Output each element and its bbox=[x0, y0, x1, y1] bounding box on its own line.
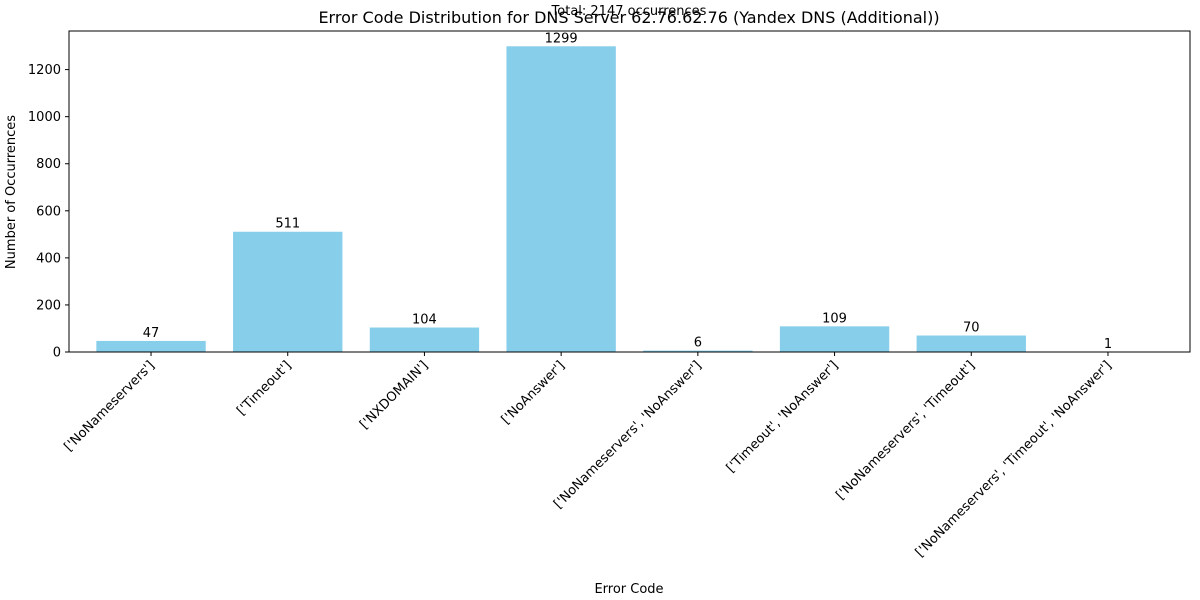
bar-value-label: 1299 bbox=[545, 31, 578, 46]
plot-frame bbox=[68, 30, 1191, 353]
x-tick-label: ['Timeout'] bbox=[234, 358, 294, 418]
bar bbox=[369, 327, 480, 352]
x-tick-label: ['NXDOMAIN'] bbox=[357, 358, 431, 432]
bar bbox=[233, 231, 343, 352]
x-tick-label: ['Timeout', 'NoAnswer'] bbox=[724, 358, 842, 476]
y-tick-label: 600 bbox=[36, 204, 61, 219]
bar-value-label: 47 bbox=[143, 326, 160, 341]
y-tick-label: 400 bbox=[36, 251, 61, 266]
y-tick-label: 0 bbox=[53, 346, 61, 361]
bar-value-label: 6 bbox=[694, 336, 702, 351]
x-axis-label: Error Code bbox=[594, 582, 663, 597]
bar-value-label: 1 bbox=[1104, 337, 1112, 352]
x-tick-label: ['NoNameservers', 'Timeout'] bbox=[833, 358, 978, 503]
y-tick-label: 1000 bbox=[28, 110, 61, 125]
bar bbox=[916, 335, 1026, 352]
x-tick-label: ['NoAnswer'] bbox=[499, 358, 568, 427]
y-tick-label: 200 bbox=[36, 298, 61, 313]
y-tick-label: 800 bbox=[36, 157, 61, 172]
bar bbox=[96, 340, 206, 352]
bar-value-label: 109 bbox=[822, 311, 847, 326]
bar bbox=[506, 46, 616, 352]
plot-area: 47 511 104 1299 6 109 70 1 0 200 400 600 800 1000 1200… bbox=[28, 30, 1191, 560]
bar bbox=[643, 350, 753, 352]
y-tick-label: 1200 bbox=[28, 63, 61, 78]
y-axis-label: Number of Occurrences bbox=[4, 115, 19, 269]
chart-subtitle: Total: 2147 occurrences bbox=[551, 4, 707, 19]
bar bbox=[779, 326, 890, 352]
bar-value-label: 511 bbox=[275, 217, 300, 232]
x-tick-label: ['NoNameservers', 'NoAnswer'] bbox=[551, 358, 705, 512]
bar-value-label: 70 bbox=[963, 321, 980, 336]
bar-value-label: 104 bbox=[412, 313, 437, 328]
x-tick-label: ['NoNameservers'] bbox=[62, 358, 158, 454]
chart-title: Error Code Distribution for DNS Server 6… bbox=[318, 8, 939, 27]
